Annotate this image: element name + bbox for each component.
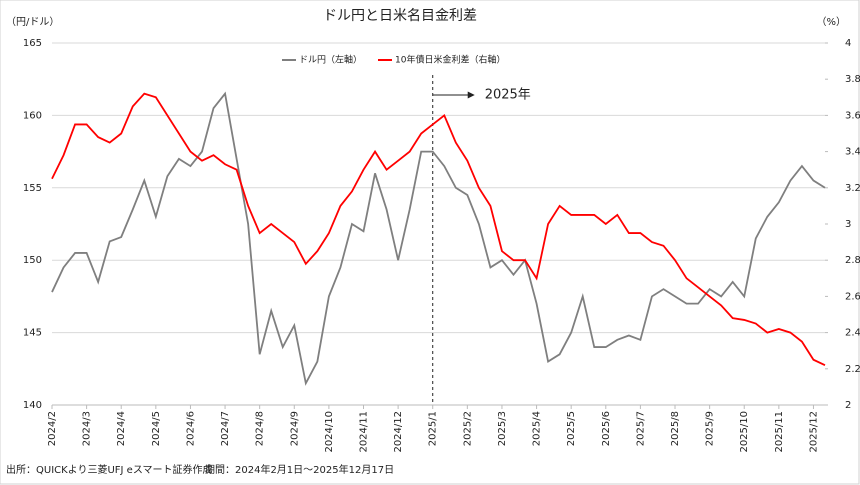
x-tick-label: 2024/3 (82, 411, 93, 446)
y2-tick-label: 3.6 (845, 110, 860, 121)
period: 期間：2024年2月1日～2025年12月17日 (205, 463, 394, 476)
y2-tick-label: 2.8 (845, 255, 860, 266)
x-tick-label: 2024/9 (289, 411, 300, 446)
y2-axis-label: （%） (816, 16, 846, 28)
y2-tick-label: 4 (845, 38, 851, 49)
y-tick-label: 150 (23, 255, 42, 266)
x-tick-label: 2024/2 (47, 411, 58, 446)
x-tick-label: 2024/4 (116, 411, 127, 446)
y-tick-label: 155 (23, 183, 42, 194)
x-tick-label: 2025/5 (566, 411, 577, 446)
y2-tick-label: 3.2 (845, 183, 860, 194)
x-tick-label: 2024/11 (359, 411, 370, 453)
annotation: 2025年 (485, 88, 531, 103)
x-tick-label: 2024/5 (151, 411, 162, 446)
x-tick-label: 2025/10 (739, 411, 750, 453)
x-tick-label: 2025/8 (670, 411, 681, 446)
legend-label: ドル円（左軸） (299, 54, 362, 66)
x-tick-label: 2025/4 (532, 411, 543, 446)
y-tick-label: 165 (23, 38, 42, 49)
legend-label: 10年債日米金利差（右軸） (395, 54, 505, 66)
y2-tick-label: 3 (845, 219, 851, 230)
annotation-arrowhead (467, 91, 475, 99)
y2-tick-label: 2.2 (845, 364, 860, 375)
series-line (51, 91, 826, 386)
x-tick-label: 2025/7 (635, 411, 646, 446)
x-tick-label: 2024/10 (324, 411, 335, 453)
y-axis-label: （円/ドル） (6, 16, 59, 28)
x-tick-label: 2024/7 (220, 411, 231, 446)
y-tick-label: 145 (23, 328, 42, 339)
x-tick-label: 2025/1 (428, 411, 439, 446)
x-tick-label: 2025/9 (705, 411, 716, 446)
x-tick-label: 2025/12 (808, 411, 819, 453)
source: 出所：QUICKより三菱UFJ eスマート証券作成 (6, 463, 213, 476)
y2-tick-label: 2.6 (845, 291, 860, 302)
y2-tick-label: 2 (845, 400, 851, 411)
x-tick-label: 2025/3 (497, 411, 508, 446)
x-tick-label: 2025/2 (462, 411, 473, 446)
y2-tick-label: 3.4 (845, 147, 860, 158)
y-tick-label: 140 (23, 400, 42, 411)
y-tick-label: 160 (23, 110, 42, 121)
x-tick-label: 2025/11 (774, 411, 785, 453)
x-tick-label: 2024/6 (185, 411, 196, 446)
y2-tick-label: 3.8 (845, 74, 860, 85)
y2-tick-label: 2.4 (845, 328, 860, 339)
x-tick-label: 2024/12 (393, 411, 404, 453)
x-tick-label: 2024/8 (255, 411, 266, 446)
x-tick-label: 2025/6 (601, 411, 612, 446)
series-line (51, 92, 826, 366)
chart-title: ドル円と日米名目金利差 (323, 8, 477, 24)
